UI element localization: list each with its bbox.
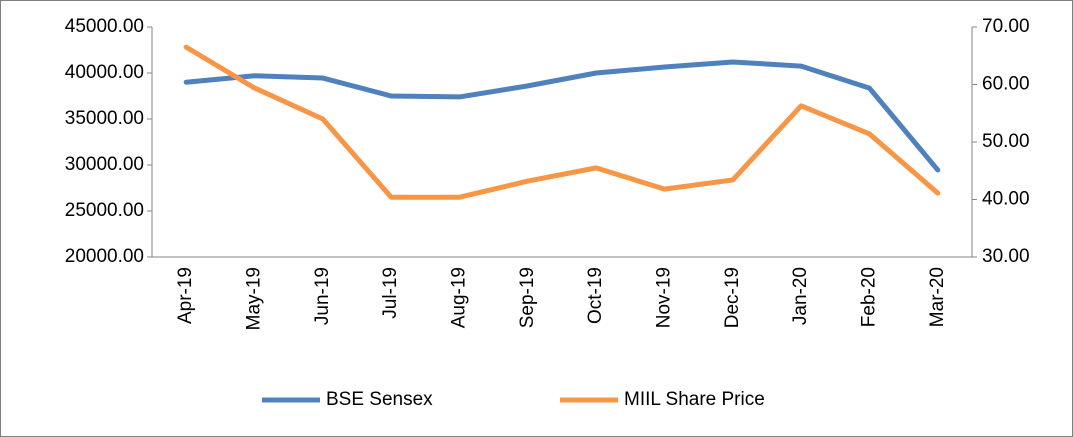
x-tick-label: Jun-19 — [312, 267, 333, 325]
y-tick-label: 40000.00 — [65, 62, 144, 83]
x-tick-label: Sep-19 — [517, 267, 538, 328]
x-tick-label: Apr-19 — [175, 267, 196, 324]
x-tick-label: May-19 — [244, 267, 265, 330]
x-tick-label: Jul-19 — [380, 267, 401, 319]
x-tick-label: Dec-19 — [722, 267, 743, 328]
y-tick-label: 30000.00 — [65, 154, 144, 175]
x-tick-label: Oct-19 — [585, 267, 606, 324]
y-tick-label: 45000.00 — [65, 16, 144, 37]
x-tick-label: Aug-19 — [449, 267, 470, 328]
y2-tick-label: 50.00 — [982, 131, 1030, 152]
legend-label: BSE Sensex — [326, 389, 433, 410]
y-tick-label: 20000.00 — [65, 246, 144, 267]
y2-tick-label: 60.00 — [982, 74, 1030, 95]
x-tick-label: Mar-20 — [927, 267, 948, 327]
x-tick-label: Feb-20 — [859, 267, 880, 327]
y2-tick-label: 30.00 — [982, 246, 1030, 267]
series-line — [183, 59, 941, 173]
y-tick-label: 25000.00 — [65, 200, 144, 221]
x-tick-label: Jan-20 — [790, 267, 811, 325]
y2-tick-label: 40.00 — [982, 189, 1030, 210]
legend-label: MIIL Share Price — [624, 389, 765, 410]
y2-tick-label: 70.00 — [982, 16, 1030, 37]
x-tick-label: Nov-19 — [654, 267, 675, 328]
series-line — [183, 44, 941, 200]
y-tick-label: 35000.00 — [65, 108, 144, 129]
